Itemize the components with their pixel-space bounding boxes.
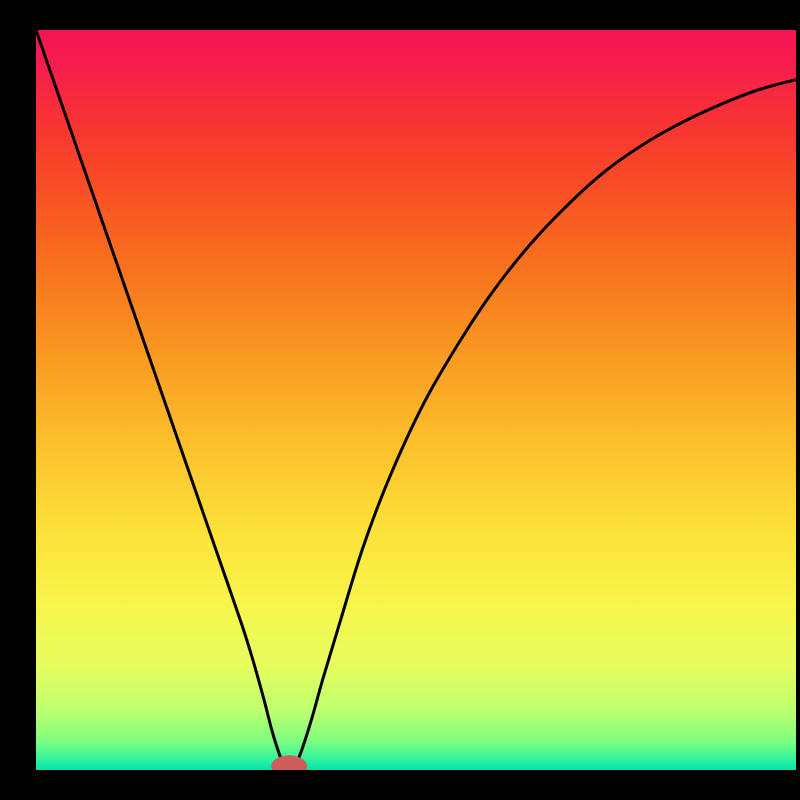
chart-plot-area — [36, 30, 796, 770]
chart-gradient-background — [36, 30, 796, 770]
chart-svg — [36, 30, 796, 770]
